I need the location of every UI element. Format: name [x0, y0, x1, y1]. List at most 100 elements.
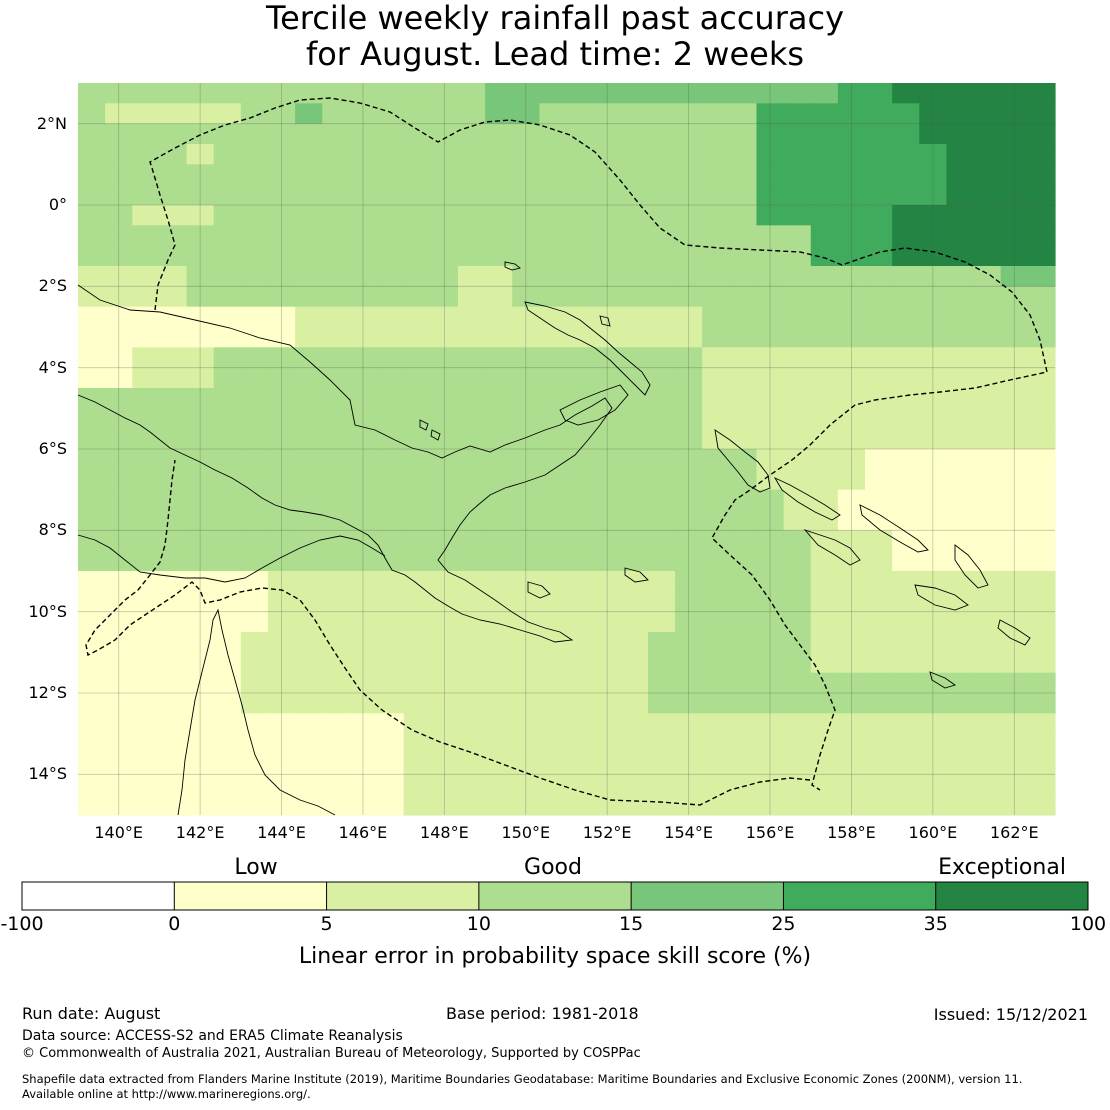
- skill-cell: [105, 123, 133, 145]
- skill-cell: [946, 184, 975, 206]
- skill-cell: [78, 794, 106, 816]
- skill-cell: [457, 205, 486, 226]
- skill-cell: [566, 347, 595, 369]
- skill-cell: [105, 428, 133, 450]
- skill-cell: [539, 266, 568, 287]
- skill-cell: [783, 794, 812, 816]
- skill-cell: [1027, 388, 1056, 409]
- skill-cell: [295, 754, 323, 775]
- skill-cell: [1000, 347, 1029, 369]
- map-title: Tercile weekly rainfall past accuracy fo…: [0, 0, 1110, 72]
- skill-cell: [78, 225, 106, 247]
- skill-cell: [457, 550, 486, 572]
- skill-cell: [837, 713, 866, 735]
- skill-cell: [430, 713, 459, 735]
- skill-cell: [783, 774, 812, 796]
- skill-cell: [240, 225, 269, 247]
- skill-cell: [566, 164, 595, 186]
- skill-cell: [593, 144, 622, 165]
- coastline-bougainville: [714, 429, 771, 493]
- skill-cell: [403, 327, 432, 348]
- coastline-rossel: [624, 567, 649, 583]
- skill-cell: [159, 550, 188, 572]
- skill-cell: [946, 469, 975, 491]
- skill-cell: [729, 367, 758, 389]
- skill-cell: [539, 103, 568, 125]
- skill-cell: [647, 428, 676, 450]
- skill-cell: [240, 652, 269, 674]
- skill-cell: [620, 754, 649, 775]
- skill-cell: [865, 144, 893, 165]
- skill-cell: [919, 205, 948, 226]
- skill-cell: [892, 571, 920, 592]
- skill-cell: [946, 571, 975, 592]
- skill-cell: [1000, 733, 1029, 755]
- skill-cell: [485, 530, 513, 552]
- skill-cell: [403, 632, 432, 653]
- skill-cell: [566, 327, 595, 348]
- skill-cell: [457, 144, 486, 165]
- skill-cell: [457, 428, 486, 450]
- skill-cell: [702, 510, 730, 531]
- skill-cell: [485, 205, 513, 226]
- skill-cell: [295, 123, 323, 145]
- skill-cell: [186, 611, 215, 633]
- skill-cell: [132, 754, 161, 775]
- skill-cell: [756, 164, 785, 186]
- skill-cell: [376, 306, 405, 328]
- skill-cell: [430, 449, 459, 470]
- skill-cell: [620, 164, 649, 186]
- skill-cell: [539, 469, 568, 491]
- skill-cell: [213, 672, 242, 694]
- skill-cell: [1027, 266, 1056, 287]
- skill-cell: [322, 449, 350, 470]
- skill-cell: [675, 408, 703, 430]
- skill-cell: [1000, 632, 1029, 653]
- skill-cell: [132, 733, 161, 755]
- colorbar-tick-label: 10: [466, 913, 491, 935]
- skill-cell: [485, 611, 513, 633]
- skill-cell: [756, 591, 785, 613]
- skill-cell: [485, 550, 513, 572]
- skill-cell: [1000, 83, 1029, 104]
- skill-cell: [322, 144, 350, 165]
- skill-cell: [539, 164, 568, 186]
- skill-cell: [837, 591, 866, 613]
- skill-cell: [865, 733, 893, 755]
- skill-cell: [892, 225, 920, 247]
- skill-cell: [512, 571, 540, 592]
- skill-cell: [485, 591, 513, 613]
- skill-cell: [566, 794, 595, 816]
- colorbar-tick-label: 35: [923, 913, 948, 935]
- skill-cell: [756, 184, 785, 206]
- skill-cell: [376, 733, 405, 755]
- coastline-guadalcanal: [914, 584, 969, 611]
- skill-cell: [457, 83, 486, 104]
- skill-cell: [919, 510, 948, 531]
- skill-cell: [105, 83, 133, 104]
- skill-cell: [702, 794, 730, 816]
- skill-cell: [1027, 611, 1056, 633]
- skill-cell: [322, 367, 350, 389]
- skill-cell: [132, 245, 161, 267]
- skill-cell: [457, 672, 486, 694]
- skill-cell: [322, 266, 350, 287]
- skill-cell: [213, 693, 242, 714]
- skill-cell: [430, 123, 459, 145]
- skill-cell: [186, 754, 215, 775]
- skill-cell: [512, 794, 540, 816]
- skill-cell: [159, 347, 188, 369]
- coastline-malaita: [954, 544, 989, 589]
- skill-cell: [322, 510, 350, 531]
- skill-cell: [349, 83, 378, 104]
- skill-cell: [403, 733, 432, 755]
- skill-cell: [756, 347, 785, 369]
- skill-cell: [620, 428, 649, 450]
- skill-cell: [946, 164, 975, 186]
- skill-cell: [620, 632, 649, 653]
- skill-cell: [186, 225, 215, 247]
- skill-cell: [403, 266, 432, 287]
- skill-cell: [892, 530, 920, 552]
- skill-cell: [240, 144, 269, 165]
- skill-cell: [756, 144, 785, 165]
